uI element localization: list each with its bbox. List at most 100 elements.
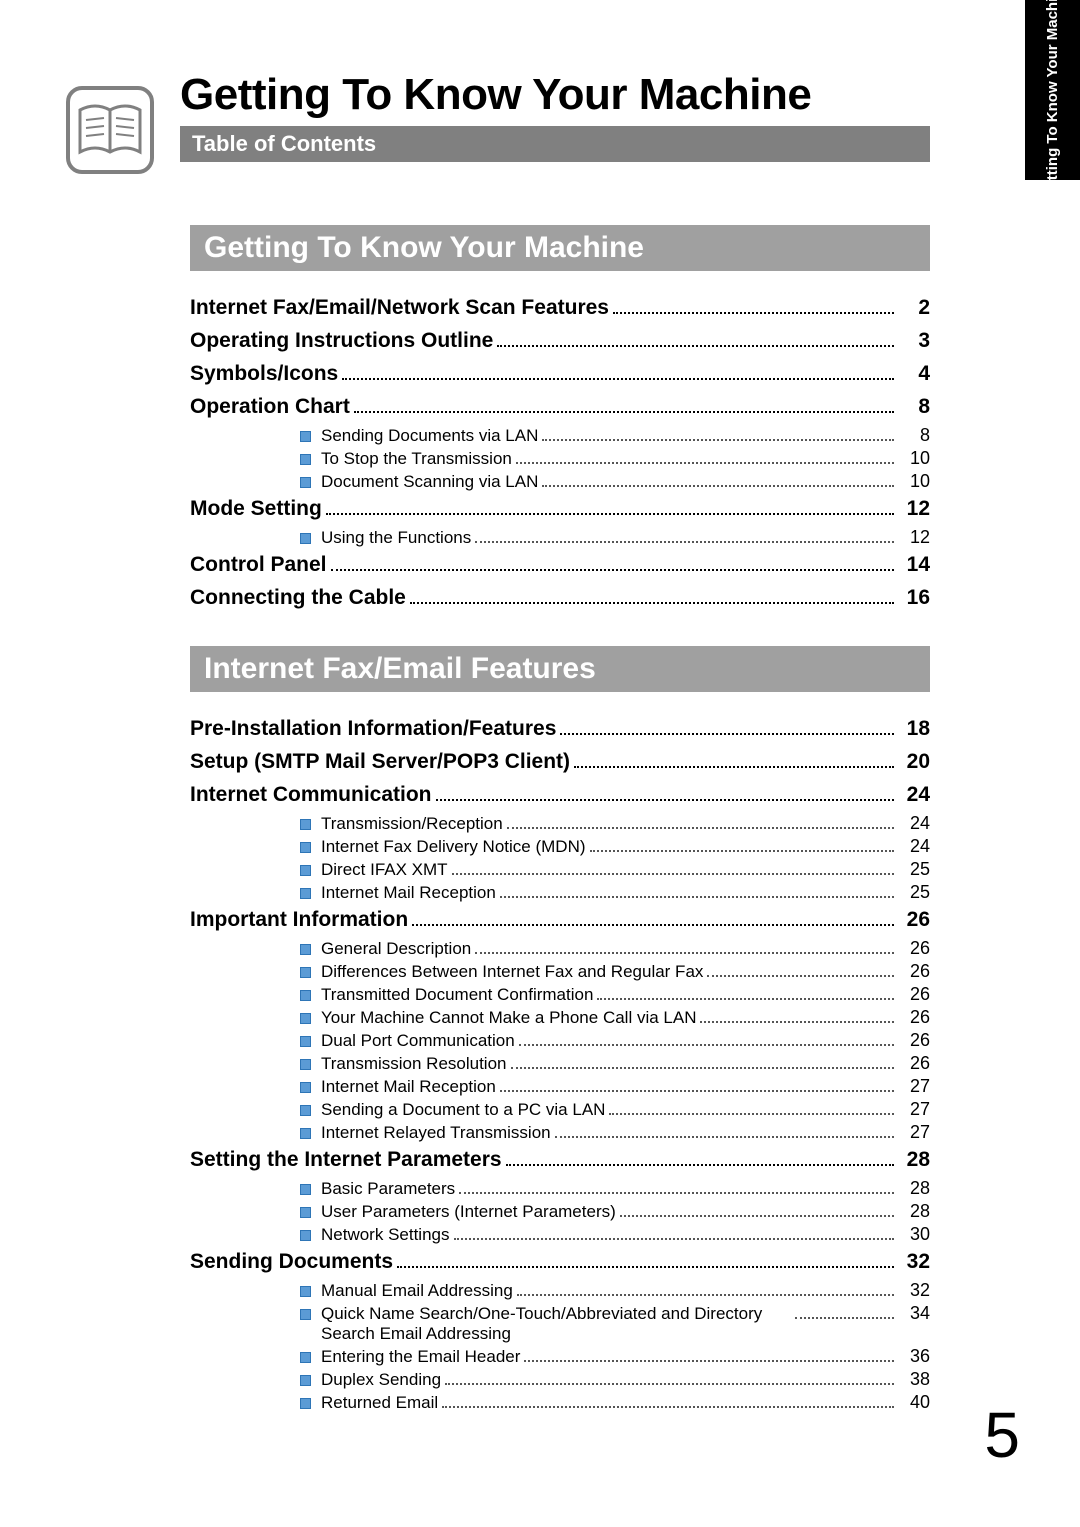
toc-sublabel: Entering the Email Header [321,1347,520,1367]
toc-sublabel: Internet Relayed Transmission [321,1123,551,1143]
toc-entry[interactable]: Important Information26 [190,905,930,932]
toc-entry[interactable]: Setup (SMTP Mail Server/POP3 Client)20 [190,747,930,774]
toc-subentry[interactable]: Document Scanning via LAN 10 [190,471,930,492]
toc-subentry[interactable]: Sending Documents via LAN8 [190,425,930,446]
leader-dots [326,494,894,515]
toc-sublabel: Quick Name Search/One-Touch/Abbreviated … [321,1304,791,1344]
section-header: Getting To Know Your Machine [190,225,930,271]
toc-label: Pre-Installation Information/Features [190,717,556,741]
leader-dots [459,1179,894,1194]
toc-subentry[interactable]: Differences Between Internet Fax and Reg… [190,961,930,982]
toc-entry[interactable]: Internet Communication24 [190,780,930,807]
toc-subentry[interactable]: Your Machine Cannot Make a Phone Call vi… [190,1007,930,1028]
toc-subentry[interactable]: Sending a Document to a PC via LAN27 [190,1099,930,1120]
toc-sublabel: Transmission/Reception [321,814,503,834]
toc-subentry[interactable]: Entering the Email Header 36 [190,1346,930,1367]
bullet-icon [300,990,311,1001]
leader-dots [452,860,894,875]
toc-subentry[interactable]: General Description26 [190,938,930,959]
leader-dots [555,1123,894,1138]
toc-entry[interactable]: Setting the Internet Parameters28 [190,1145,930,1172]
toc-entry[interactable]: Mode Setting 12 [190,494,930,521]
toc-label: Sending Documents [190,1250,393,1274]
toc-subentry[interactable]: Duplex Sending38 [190,1369,930,1390]
bullet-icon [300,1398,311,1409]
toc-sublabel: Your Machine Cannot Make a Phone Call vi… [321,1008,696,1028]
toc-label: Symbols/Icons [190,362,338,386]
toc-page: 32 [898,1280,930,1301]
leader-dots [524,1347,894,1362]
toc-subentry[interactable]: To Stop the Transmission10 [190,448,930,469]
toc-subentry[interactable]: Transmission/Reception 24 [190,813,930,834]
toc-page: 36 [898,1346,930,1367]
leader-dots [500,1077,894,1092]
toc-subentry[interactable]: Basic Parameters28 [190,1178,930,1199]
bullet-icon [300,1105,311,1116]
leader-dots [574,747,894,768]
toc-label: Important Information [190,908,408,932]
toc-entry[interactable]: Sending Documents 32 [190,1247,930,1274]
toc-page: 12 [898,527,930,548]
leader-dots [475,939,894,954]
toc-label: Internet Communication [190,783,432,807]
leader-dots [542,472,894,487]
toc-subentry[interactable]: Internet Fax Delivery Notice (MDN)24 [190,836,930,857]
toc-entry[interactable]: Operating Instructions Outline3 [190,326,930,353]
toc-page: 38 [898,1369,930,1390]
toc-sublabel: Using the Functions [321,528,471,548]
toc-page: 32 [898,1250,930,1274]
toc-subentry[interactable]: Quick Name Search/One-Touch/Abbreviated … [190,1303,930,1344]
header-row: Getting To Know Your Machine Table of Co… [60,70,930,185]
bullet-icon [300,1352,311,1363]
leader-dots [507,814,894,829]
toc-page: 12 [898,497,930,521]
toc-page: 24 [898,836,930,857]
toc-subentry[interactable]: Internet Mail Reception27 [190,1076,930,1097]
bullet-icon [300,1059,311,1070]
toc-entry[interactable]: Symbols/Icons4 [190,359,930,386]
toc-sublabel: General Description [321,939,471,959]
toc-label: Mode Setting [190,497,322,521]
toc-entry[interactable]: Pre-Installation Information/Features18 [190,714,930,741]
bullet-icon [300,1036,311,1047]
section-header: Internet Fax/Email Features [190,646,930,692]
toc-entry[interactable]: Connecting the Cable16 [190,583,930,610]
toc-subentry[interactable]: Transmitted Document Confirmation26 [190,984,930,1005]
toc-page: 26 [898,1007,930,1028]
toc-subentry[interactable]: Returned Email40 [190,1392,930,1413]
toc-page: 24 [898,813,930,834]
toc-page: 27 [898,1076,930,1097]
toc-sublabel: Internet Mail Reception [321,883,496,903]
toc-subentry[interactable]: Dual Port Communication26 [190,1030,930,1051]
toc-page: 26 [898,961,930,982]
toc-entry[interactable]: Control Panel14 [190,550,930,577]
toc-sublabel: Document Scanning via LAN [321,472,538,492]
toc-sublabel: Returned Email [321,1393,438,1413]
bullet-icon [300,454,311,465]
toc-label: Internet Fax/Email/Network Scan Features [190,296,609,320]
leader-dots [511,1054,895,1069]
main-title: Getting To Know Your Machine [180,70,930,120]
toc-subentry[interactable]: User Parameters (Internet Parameters)28 [190,1201,930,1222]
toc-subentry[interactable]: Manual Email Addressing32 [190,1280,930,1301]
toc-subentry[interactable]: Transmission Resolution26 [190,1053,930,1074]
toc-sublabel: Differences Between Internet Fax and Reg… [321,962,703,982]
toc-page: 28 [898,1201,930,1222]
toc-entry[interactable]: Internet Fax/Email/Network Scan Features… [190,293,930,320]
leader-dots [445,1370,894,1385]
toc-subentry[interactable]: Network Settings30 [190,1224,930,1245]
leader-dots [516,449,894,464]
bullet-icon [300,1309,311,1320]
toc-page: 25 [898,859,930,880]
toc-subentry[interactable]: Internet Relayed Transmission27 [190,1122,930,1143]
toc-subentry[interactable]: Using the Functions 12 [190,527,930,548]
toc-page: 10 [898,471,930,492]
toc-page: 34 [898,1303,930,1324]
toc-subentry[interactable]: Direct IFAX XMT25 [190,859,930,880]
book-icon [60,80,160,185]
toc-entry[interactable]: Operation Chart8 [190,392,930,419]
toc-label: Control Panel [190,553,327,577]
toc-page: 16 [898,586,930,610]
toc-label: Setting the Internet Parameters [190,1148,502,1172]
toc-subentry[interactable]: Internet Mail Reception25 [190,882,930,903]
